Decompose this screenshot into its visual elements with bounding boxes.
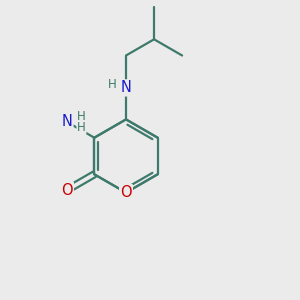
Text: O: O	[61, 182, 73, 198]
Text: N: N	[121, 80, 131, 95]
Text: N: N	[61, 114, 73, 129]
Text: O: O	[120, 185, 132, 200]
Text: H: H	[108, 78, 117, 91]
Text: H: H	[77, 121, 86, 134]
Text: H: H	[77, 110, 86, 123]
